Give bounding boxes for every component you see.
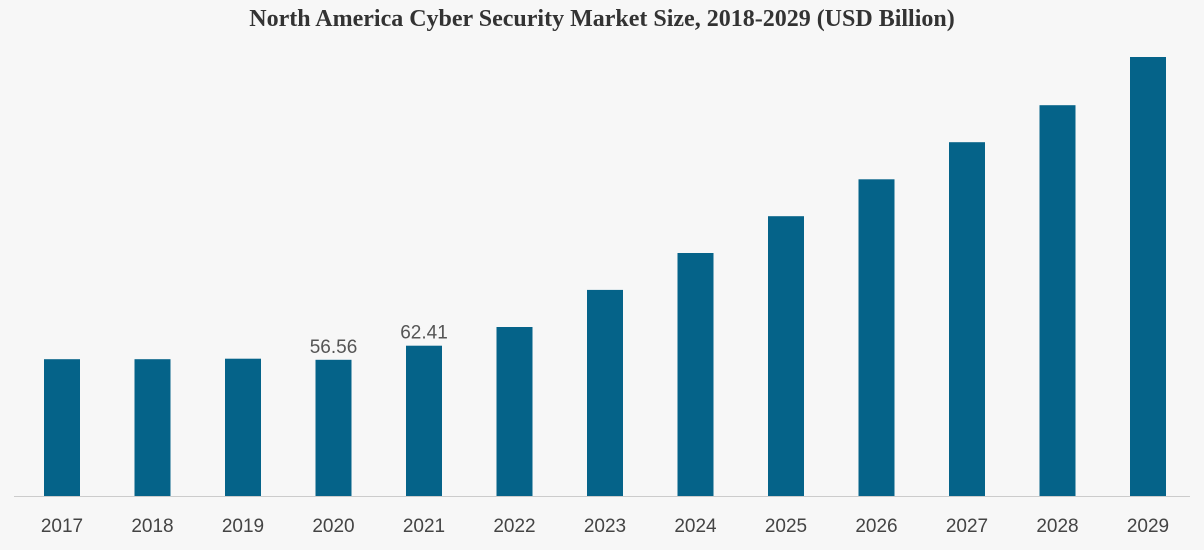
label-group: 2017 2018 2019 2020 56.56 2021 62.41 2022 2023 20… (41, 323, 1169, 537)
x-tick-label: 2025 (765, 516, 807, 537)
bar-2021 (406, 345, 442, 496)
bar-2018 (134, 359, 171, 496)
x-tick-label: 2024 (674, 516, 717, 537)
bar-2020 (315, 359, 352, 496)
data-label: 56.56 (310, 337, 358, 358)
x-tick-label: 2022 (493, 516, 535, 537)
bar-2019 (225, 358, 261, 496)
bar-2026 (858, 179, 895, 497)
bar-2027 (949, 142, 985, 496)
x-tick-label: 2026 (855, 516, 897, 537)
bar-2028 (1039, 105, 1076, 496)
bar-group (44, 57, 1166, 497)
bar-2029 (1130, 57, 1166, 496)
x-tick-label: 2018 (131, 516, 173, 537)
x-tick-label: 2017 (41, 516, 83, 537)
bar-2024 (677, 253, 714, 496)
x-tick-label: 2019 (222, 516, 264, 537)
x-tick-label: 2029 (1127, 516, 1169, 537)
x-tick-label: 2027 (946, 516, 988, 537)
x-tick-label: 2021 (403, 516, 445, 537)
bar-2017 (44, 359, 80, 496)
x-tick-label: 2020 (312, 516, 354, 537)
bar-2025 (768, 216, 804, 496)
x-tick-label: 2028 (1036, 516, 1078, 537)
x-tick-label: 2023 (584, 516, 626, 537)
bar-2023 (587, 289, 623, 496)
chart-title: North America Cyber Security Market Size… (249, 6, 955, 32)
bar-2022 (496, 327, 533, 496)
data-label: 62.41 (400, 323, 448, 344)
